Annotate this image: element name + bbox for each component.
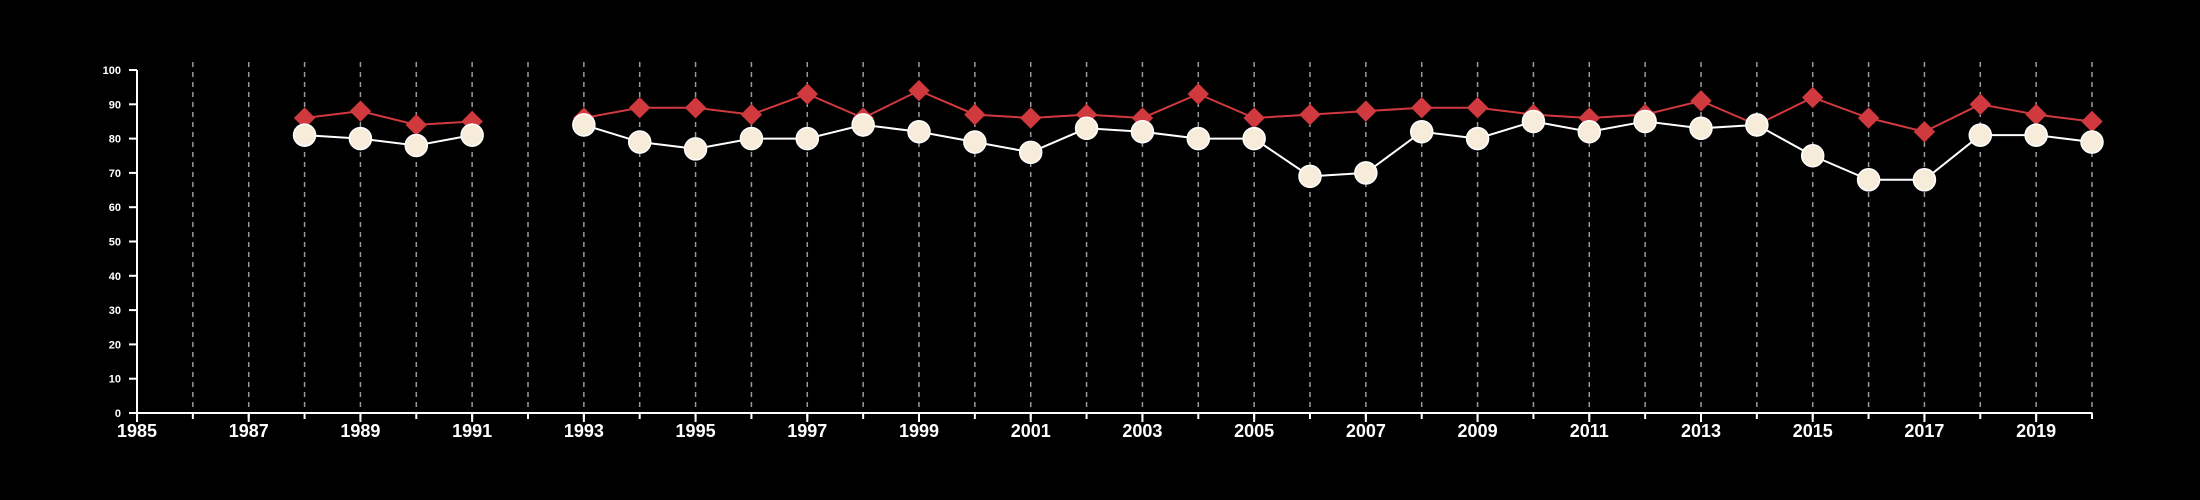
data-point-diamond — [2081, 110, 2103, 133]
data-point-diamond — [1411, 97, 1433, 119]
y-tick-label: 90 — [109, 99, 121, 111]
series-line — [583, 120, 2093, 181]
data-point-circle — [1186, 126, 1211, 151]
x-tick-label: 1991 — [452, 421, 492, 441]
data-point-circle — [1130, 119, 1155, 144]
x-tick-label: 1987 — [229, 421, 269, 441]
data-point-circle — [795, 126, 820, 151]
vertical-grid — [192, 62, 2093, 413]
data-point-circle — [1800, 144, 1825, 168]
y-tick-label: 10 — [109, 374, 121, 386]
data-point-circle — [1354, 161, 1378, 185]
y-tick-label: 30 — [109, 305, 121, 317]
data-point-circle — [1577, 119, 1602, 144]
data-point-diamond — [1690, 90, 1712, 112]
data-point-diamond — [1187, 83, 1209, 105]
data-point-circle — [1521, 109, 1546, 134]
x-tick-label: 2001 — [1011, 421, 1051, 441]
data-point-diamond — [796, 83, 818, 105]
data-point-circle — [1856, 168, 1881, 192]
data-point-circle — [1242, 126, 1266, 151]
x-tick-label: 2003 — [1122, 421, 1162, 441]
y-tick-label: 40 — [109, 271, 121, 283]
data-point-diamond — [405, 114, 427, 136]
series-diamond — [293, 79, 2103, 143]
data-point-circle — [1689, 116, 1713, 141]
x-tick-label: 2017 — [1904, 421, 1944, 441]
x-tick-label: 1995 — [676, 421, 716, 441]
x-tick-label: 1985 — [117, 421, 157, 441]
data-point-diamond — [1299, 103, 1321, 126]
x-tick-label: 2005 — [1234, 421, 1274, 441]
data-point-circle — [460, 123, 484, 147]
data-point-circle — [907, 119, 931, 144]
data-point-circle — [572, 113, 596, 137]
data-point-circle — [1968, 123, 1993, 147]
data-point-diamond — [1913, 121, 1936, 143]
data-point-diamond — [964, 103, 986, 126]
series-layer — [292, 79, 2104, 192]
data-point-circle — [1018, 140, 1043, 165]
axes: 0 10 20 30 40 50 60 70 80 90 100 1985 1987 1989 1991 19… — [103, 65, 2093, 441]
y-tick-label: 80 — [109, 134, 121, 146]
data-point-diamond — [684, 97, 707, 119]
data-point-diamond — [1969, 93, 1991, 116]
x-tick-label: 1993 — [564, 421, 604, 441]
data-point-diamond — [908, 79, 930, 102]
data-point-circle — [1074, 116, 1099, 141]
data-point-diamond — [1466, 97, 1489, 119]
data-point-diamond — [740, 103, 763, 126]
x-tick-label: 2009 — [1458, 421, 1498, 441]
data-point-circle — [1409, 119, 1434, 144]
data-point-circle — [2024, 123, 2048, 147]
series-line — [304, 110, 473, 126]
y-tick-label: 70 — [109, 168, 121, 180]
data-point-circle — [683, 137, 708, 161]
data-point-circle — [627, 130, 652, 154]
data-point-diamond — [1243, 107, 1265, 129]
data-point-circle — [1745, 113, 1769, 137]
data-point-diamond — [1802, 86, 1824, 109]
y-tick-label: 50 — [109, 237, 121, 249]
data-point-circle — [1465, 126, 1490, 151]
data-point-diamond — [349, 100, 372, 122]
data-point-diamond — [1355, 100, 1377, 122]
data-point-circle — [404, 133, 429, 158]
data-point-circle — [1298, 164, 1322, 189]
data-point-diamond — [629, 97, 651, 119]
data-point-diamond — [1020, 107, 1042, 129]
data-point-circle — [1912, 168, 1937, 192]
y-tick-label: 100 — [103, 65, 121, 77]
x-tick-label: 1999 — [899, 421, 939, 441]
series-line — [583, 89, 2093, 133]
data-point-diamond — [1857, 107, 1880, 129]
data-point-circle — [292, 123, 317, 147]
data-point-circle — [963, 130, 987, 154]
x-tick-label: 2019 — [2016, 421, 2056, 441]
y-tick-label: 20 — [109, 339, 121, 351]
data-point-circle — [348, 126, 373, 151]
x-tick-label: 2015 — [1793, 421, 1833, 441]
data-point-circle — [2080, 130, 2104, 154]
x-tick-label: 1989 — [340, 421, 380, 441]
series-line — [304, 134, 473, 147]
data-point-circle — [739, 126, 764, 151]
data-point-diamond — [2025, 103, 2047, 126]
data-point-circle — [851, 113, 875, 137]
x-tick-label: 2013 — [1681, 421, 1721, 441]
series-circle — [292, 109, 2104, 192]
y-tick-label: 60 — [109, 202, 121, 214]
x-tick-label: 2007 — [1346, 421, 1386, 441]
x-tick-label: 1997 — [787, 421, 827, 441]
y-tick-label: 0 — [115, 408, 121, 420]
x-tick-label: 2011 — [1570, 421, 1609, 441]
data-point-circle — [1633, 109, 1657, 134]
